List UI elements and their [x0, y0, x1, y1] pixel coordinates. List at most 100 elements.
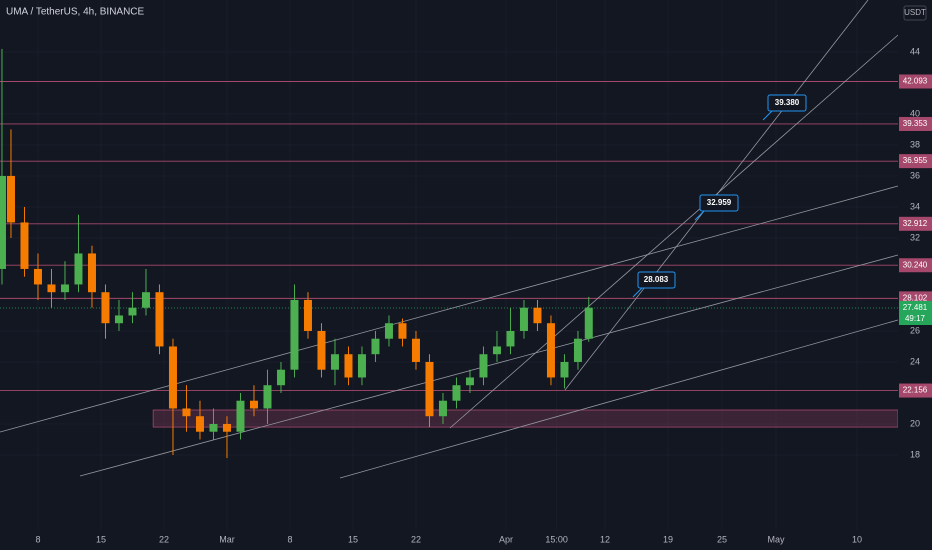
level-label: 42.093	[903, 77, 928, 86]
candle-body	[128, 307, 137, 316]
time-axis	[0, 530, 932, 550]
level-label: 32.912	[903, 219, 928, 228]
callout-label: 28.083	[644, 275, 669, 284]
price-axis	[898, 0, 932, 550]
callout-label: 39.380	[775, 98, 800, 107]
level-badge	[899, 216, 932, 231]
y-tick-label: 38	[910, 139, 920, 149]
channel-line	[339, 319, 899, 479]
x-tick-label: 10	[852, 534, 862, 544]
candle-body	[384, 323, 393, 339]
x-tick-label: 15	[96, 534, 106, 544]
candle-body	[290, 299, 299, 370]
level-label: 30.240	[903, 260, 928, 269]
x-tick-label: 8	[287, 534, 292, 544]
x-tick-label: 22	[159, 534, 169, 544]
y-tick-label: 18	[910, 449, 920, 459]
candle-body	[317, 330, 326, 370]
level-badge	[899, 116, 932, 131]
candle-body	[330, 354, 339, 370]
current-price-label: 27.481	[903, 303, 928, 312]
callout-box	[637, 271, 676, 289]
candle-body	[182, 408, 191, 417]
candle-body	[33, 268, 42, 285]
candle-body	[0, 175, 6, 269]
candle-body	[155, 292, 164, 347]
level-badge	[899, 74, 932, 89]
callout-box	[699, 194, 739, 212]
candle-body	[6, 175, 15, 223]
callout-box	[767, 94, 807, 112]
candle-body	[101, 292, 110, 324]
levels	[0, 81, 899, 428]
candle-body	[357, 354, 366, 378]
callout-label: 32.959	[707, 198, 732, 207]
candle-body	[236, 400, 245, 432]
candle-body	[249, 400, 258, 409]
candle-body	[141, 292, 150, 308]
candle-body	[222, 423, 231, 432]
candle-body	[398, 323, 407, 339]
candle-body	[371, 338, 380, 355]
x-tick-label: May	[767, 534, 785, 544]
candle-body	[584, 307, 593, 339]
candles	[0, 48, 593, 459]
callout-pointer	[632, 287, 643, 298]
candle-body	[209, 423, 218, 432]
x-tick-label: 25	[717, 534, 727, 544]
y-tick-label: 36	[910, 170, 920, 180]
x-tick-label: 15:00	[545, 534, 568, 544]
level-label: 36.955	[903, 156, 928, 165]
channel-line	[79, 254, 899, 477]
trend-lines	[0, 0, 899, 479]
candle-body	[492, 346, 501, 355]
candle-body	[276, 369, 285, 386]
candle-body	[195, 416, 204, 432]
chart-title: UMA / TetherUS, 4h, BINANCE	[6, 7, 145, 18]
countdown-label: 49:17	[905, 314, 926, 323]
candle-body	[60, 284, 69, 293]
level-badge	[899, 258, 932, 273]
candle-body	[573, 338, 582, 362]
level-label: 28.102	[903, 293, 928, 302]
current-price-badge	[899, 301, 932, 326]
candle-body	[168, 346, 177, 409]
y-tick-label: 34	[910, 201, 920, 211]
x-tick-label: 15	[348, 534, 358, 544]
level-label: 22.156	[903, 386, 928, 395]
candle-body	[87, 253, 96, 293]
x-tick-label: Apr	[499, 534, 513, 544]
level-badge	[899, 383, 932, 398]
candle-body	[344, 354, 353, 378]
x-tick-label: 19	[663, 534, 673, 544]
y-tick-label: 26	[910, 325, 920, 335]
candle-body	[20, 222, 29, 269]
channel-line	[0, 185, 899, 433]
candle-body	[114, 315, 123, 324]
candle-body	[519, 307, 528, 331]
trend-line	[449, 34, 899, 429]
y-tick-label: 32	[910, 232, 920, 242]
candle-body	[546, 323, 555, 378]
currency-badge	[903, 5, 927, 21]
x-tick-label: 22	[411, 534, 421, 544]
level-badge	[899, 154, 932, 169]
axis-labels: 44 40 38 36 34 32 26 24 20 18 8 15 22 Mar 8 15 22 Apr 15:0…	[35, 46, 932, 544]
y-tick-label: 20	[910, 418, 920, 428]
callout-pointer	[694, 210, 705, 221]
candle-body	[438, 400, 447, 417]
support-zone	[152, 409, 899, 428]
currency-label: USDT	[904, 8, 926, 17]
x-tick-label: 12	[600, 534, 610, 544]
candle-body	[411, 338, 420, 362]
candle-body	[47, 284, 56, 293]
y-tick-label: 24	[910, 356, 920, 366]
level-label: 39.353	[903, 119, 928, 128]
callouts: 39.380 32.959 28.083	[632, 94, 807, 298]
candle-body	[479, 354, 488, 378]
candle-body	[533, 307, 542, 324]
candle-body	[560, 361, 569, 378]
